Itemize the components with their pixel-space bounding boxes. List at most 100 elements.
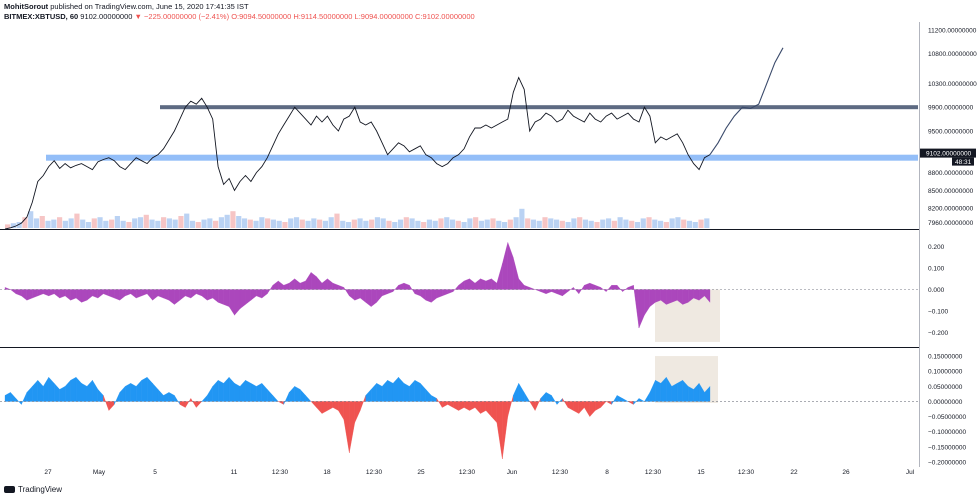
volume-bar bbox=[686, 220, 693, 228]
histogram-segment bbox=[540, 289, 547, 294]
volume-bar bbox=[374, 217, 381, 228]
countdown-label: 48:31 bbox=[955, 159, 972, 166]
histogram-segment bbox=[250, 383, 257, 402]
histogram-segment bbox=[119, 289, 126, 301]
histogram-segment bbox=[622, 398, 629, 402]
histogram-segment bbox=[234, 383, 241, 402]
histogram-segment bbox=[15, 289, 22, 297]
histogram-segment bbox=[283, 392, 290, 405]
histogram-segment bbox=[217, 380, 224, 402]
price-tick-label: 10800.00000000 bbox=[928, 51, 977, 58]
time-tick-label: 5 bbox=[153, 469, 157, 476]
time-tick-label: May bbox=[93, 469, 106, 476]
histogram-segment bbox=[114, 289, 120, 301]
histogram-segment bbox=[463, 401, 470, 411]
histogram-segment bbox=[136, 379, 142, 402]
histogram-segment bbox=[518, 382, 525, 402]
publication-line: MohitSorout published on TradingView.com… bbox=[4, 2, 249, 11]
histogram-segment bbox=[545, 289, 552, 294]
volume-bar bbox=[195, 222, 201, 228]
indicator-tick-label: −0.200 bbox=[928, 330, 948, 337]
histogram-segment bbox=[261, 289, 268, 299]
histogram-segment bbox=[152, 382, 159, 402]
volume-bar bbox=[305, 220, 311, 228]
histogram-segment bbox=[524, 285, 530, 290]
histogram-segment bbox=[327, 278, 334, 290]
volume-bar bbox=[114, 216, 120, 228]
volume-bar bbox=[161, 217, 167, 228]
histogram-segment bbox=[436, 397, 443, 409]
time-tick-label: 12:30 bbox=[272, 469, 289, 476]
pane-divider[interactable] bbox=[0, 347, 919, 348]
histogram-segment bbox=[403, 282, 410, 290]
volume-bar bbox=[577, 217, 583, 228]
volume-bar bbox=[126, 222, 132, 228]
price-tick-label: 8200.00000000 bbox=[928, 206, 974, 213]
histogram-segment bbox=[371, 382, 377, 402]
histogram-segment bbox=[245, 380, 252, 402]
histogram-segment bbox=[387, 380, 394, 402]
histogram-segment bbox=[125, 383, 131, 402]
histogram-segment bbox=[398, 376, 405, 402]
histogram-segment bbox=[32, 379, 38, 402]
histogram-segment bbox=[496, 401, 503, 459]
time-tick-label: 12:30 bbox=[738, 469, 755, 476]
indicator-tick-label: 0.200 bbox=[928, 244, 945, 251]
brand-label: TradingView bbox=[18, 485, 63, 494]
volume-bar bbox=[455, 220, 461, 228]
volume-bar bbox=[253, 220, 259, 228]
histogram-segment bbox=[595, 285, 601, 290]
volume-bar bbox=[189, 220, 196, 228]
histogram-segment bbox=[354, 401, 361, 423]
pane-divider[interactable] bbox=[0, 229, 919, 230]
histogram-segment bbox=[349, 401, 355, 453]
histogram-segment bbox=[289, 278, 295, 290]
histogram-segment bbox=[420, 382, 426, 402]
histogram-segment bbox=[349, 289, 355, 301]
histogram-segment bbox=[157, 289, 164, 299]
histogram-segment bbox=[376, 383, 383, 402]
histogram-segment bbox=[196, 289, 202, 297]
indicator-pane-1: 0.200 0.100 0.000 −0.100 −0.200 bbox=[0, 242, 948, 342]
histogram-segment bbox=[354, 289, 361, 301]
histogram-segment bbox=[474, 278, 481, 290]
histogram-segment bbox=[589, 401, 596, 417]
histogram-segment bbox=[491, 401, 498, 424]
histogram-segment bbox=[551, 394, 558, 406]
volume-bar bbox=[490, 218, 496, 228]
volume-bar bbox=[363, 220, 369, 228]
time-tick-label: 22 bbox=[790, 469, 798, 476]
histogram-segment bbox=[458, 401, 465, 411]
histogram-segment bbox=[103, 395, 109, 411]
volume-bar bbox=[322, 220, 329, 228]
histogram-segment bbox=[431, 395, 437, 402]
histogram-segment bbox=[223, 376, 230, 402]
volume-bar bbox=[409, 218, 415, 228]
volume-bar bbox=[611, 220, 617, 228]
indicator-tick-label: 0.05000000 bbox=[928, 384, 963, 391]
volume-bar bbox=[299, 219, 305, 228]
volume-bar bbox=[241, 218, 248, 228]
volume-bar bbox=[634, 222, 641, 228]
volume-bar bbox=[282, 222, 288, 228]
histogram-segment bbox=[392, 376, 399, 402]
histogram-segment bbox=[425, 388, 432, 402]
histogram-segment bbox=[518, 278, 525, 290]
volume-bar bbox=[536, 220, 542, 228]
histogram-segment bbox=[141, 289, 148, 297]
volume-bar bbox=[265, 218, 271, 228]
symbol-label[interactable]: BITMEX:XBTUSD, 60 bbox=[4, 12, 79, 21]
author-name[interactable]: MohitSorout bbox=[4, 2, 49, 11]
histogram-segment bbox=[234, 289, 241, 316]
histogram-segment bbox=[332, 282, 339, 290]
volume-bar bbox=[311, 218, 317, 228]
histogram-segment bbox=[92, 379, 99, 402]
volume-bar bbox=[681, 219, 687, 228]
histogram-segment bbox=[108, 401, 115, 411]
histogram-segment bbox=[174, 289, 181, 305]
volume-bar bbox=[473, 217, 479, 228]
footer-brand[interactable]: TradingView bbox=[4, 485, 62, 494]
volume-bar bbox=[155, 220, 161, 228]
volume-bar bbox=[629, 220, 635, 228]
